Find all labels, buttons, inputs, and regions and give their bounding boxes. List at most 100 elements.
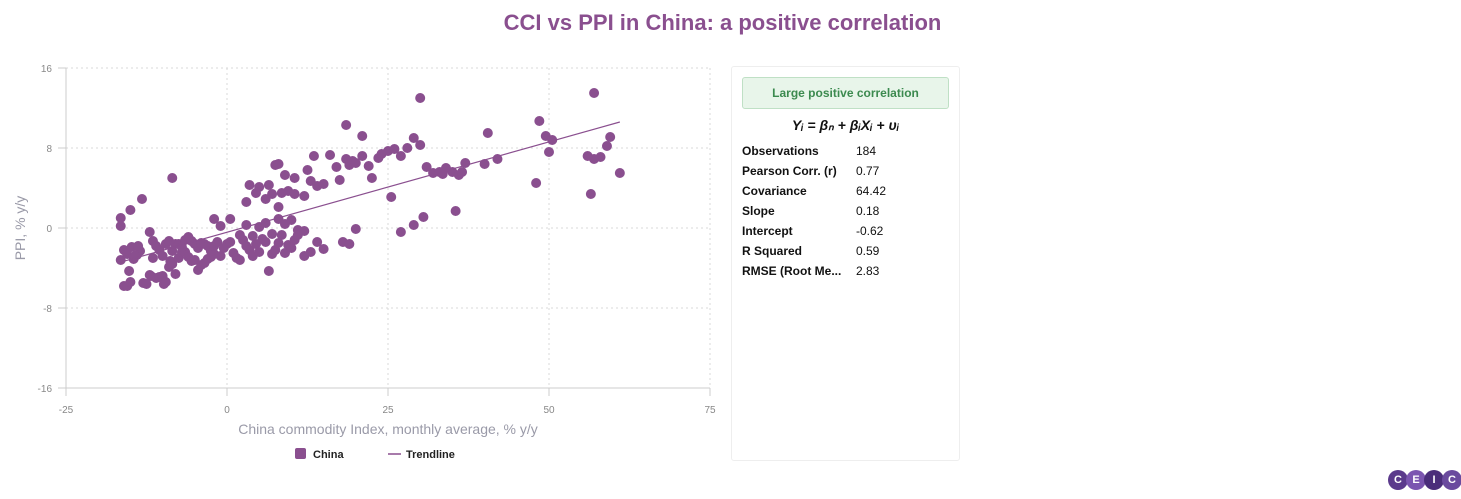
data-point — [247, 231, 258, 241]
data-point — [402, 143, 413, 153]
data-point — [289, 173, 300, 183]
logo-letter: C — [1388, 470, 1408, 490]
data-point — [302, 165, 313, 175]
y-tick-label: 0 — [46, 224, 52, 235]
x-tick-label: 0 — [224, 405, 230, 416]
data-point — [167, 173, 178, 183]
data-point — [234, 230, 245, 240]
y-tick-label: -8 — [43, 304, 52, 315]
stat-value: 2.83 — [856, 264, 880, 278]
data-point — [170, 269, 181, 279]
legend-marker-china — [295, 448, 306, 459]
data-point — [408, 220, 419, 230]
data-point — [286, 215, 297, 225]
data-point — [325, 150, 336, 160]
data-point — [450, 206, 461, 216]
stat-row: Intercept -0.62 — [742, 221, 952, 241]
stats-panel: Large positive correlation Yᵢ = βₙ + βᵢX… — [731, 66, 960, 461]
data-point — [547, 135, 558, 145]
data-point — [115, 221, 126, 231]
data-point — [344, 239, 355, 249]
data-point — [415, 93, 426, 103]
correlation-badge: Large positive correlation — [742, 77, 949, 109]
data-point — [215, 251, 226, 261]
data-point — [254, 247, 265, 257]
stat-value: 64.42 — [856, 184, 887, 198]
data-point — [260, 194, 271, 204]
data-point — [141, 279, 152, 289]
grid-layer — [66, 67, 711, 388]
data-point — [589, 88, 600, 98]
stat-value: -0.62 — [856, 224, 884, 238]
axis-labels: 16 8 0 -8 -16 -25 0 25 50 75 China commodity Index… — [12, 64, 716, 437]
stat-value: 0.77 — [856, 164, 880, 178]
logo-letter: I — [1424, 470, 1444, 490]
y-tick-label: -16 — [38, 384, 53, 395]
data-points — [115, 88, 625, 291]
data-point — [157, 251, 168, 261]
data-point — [357, 131, 368, 141]
data-point — [334, 175, 345, 185]
legend: China Trendline — [295, 448, 455, 461]
data-point — [125, 277, 136, 287]
data-point — [225, 214, 236, 224]
data-point — [273, 238, 284, 248]
y-tick-label: 8 — [46, 144, 52, 155]
data-point — [276, 230, 287, 240]
data-point — [418, 212, 429, 222]
data-point — [160, 277, 171, 287]
data-point — [605, 132, 616, 142]
axis-layer — [58, 67, 711, 396]
data-point — [115, 213, 126, 223]
data-point — [395, 227, 406, 237]
stat-row: RMSE (Root Me... 2.83 — [742, 261, 952, 281]
stat-row: R Squared 0.59 — [742, 241, 952, 261]
data-point — [585, 189, 596, 199]
data-point — [601, 141, 612, 151]
data-point — [263, 180, 274, 190]
x-tick-label: 75 — [704, 405, 716, 416]
data-point — [366, 173, 377, 183]
data-point — [357, 151, 368, 161]
data-point — [241, 220, 252, 230]
data-point — [273, 159, 284, 169]
stat-row: Slope 0.18 — [742, 201, 952, 221]
stat-row: Observations 184 — [742, 141, 952, 161]
data-point — [482, 128, 493, 138]
data-point — [299, 226, 310, 236]
stat-value: 0.18 — [856, 204, 880, 218]
data-point — [234, 255, 245, 265]
data-point — [318, 179, 329, 189]
data-point — [225, 237, 236, 247]
x-axis-title: China commodity Index, monthly average, … — [238, 421, 538, 437]
legend-label-china: China — [313, 449, 344, 461]
data-point — [241, 197, 252, 207]
stat-value: 0.59 — [856, 244, 880, 258]
data-point — [408, 133, 419, 143]
scatter-chart: 16 8 0 -8 -16 -25 0 25 50 75 China commodity Index… — [12, 64, 716, 461]
trendline — [117, 121, 621, 264]
data-point — [289, 189, 300, 199]
data-point — [305, 247, 316, 257]
stat-label: Slope — [742, 204, 775, 218]
trendline-layer — [117, 121, 621, 264]
data-point — [582, 151, 593, 161]
data-point — [286, 243, 297, 253]
data-point — [544, 147, 554, 157]
stat-row: Covariance 64.42 — [742, 181, 952, 201]
logo-letter: E — [1406, 470, 1426, 490]
x-tick-label: 25 — [382, 405, 394, 416]
stat-label: Intercept — [742, 224, 793, 238]
data-point — [124, 266, 135, 276]
data-point — [144, 227, 155, 237]
data-point — [614, 168, 625, 178]
data-point — [260, 237, 271, 247]
x-tick-label: -25 — [59, 405, 74, 416]
data-point — [479, 159, 490, 169]
data-point — [308, 151, 319, 161]
stat-label: Observations — [742, 144, 819, 158]
data-point — [415, 140, 426, 150]
data-point — [244, 180, 255, 190]
data-point — [273, 202, 284, 212]
stat-label: RMSE (Root Me... — [742, 264, 842, 278]
